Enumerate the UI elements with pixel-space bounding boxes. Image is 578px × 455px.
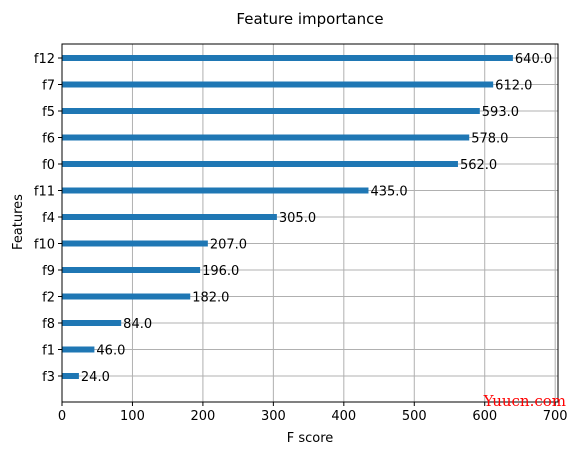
bar-f3 — [62, 373, 79, 379]
bar-value-label: 578.0 — [471, 132, 508, 147]
y-tick-label: f7 — [42, 79, 55, 94]
y-tick-label: f10 — [34, 238, 55, 253]
bar-f6 — [62, 134, 470, 141]
bar-value-label: 305.0 — [279, 211, 316, 226]
bar-value-label: 612.0 — [495, 79, 532, 94]
x-axis-label: F score — [287, 431, 334, 446]
y-tick-label: f11 — [34, 185, 55, 200]
bar-value-label: 207.0 — [210, 238, 247, 253]
bar-f4 — [62, 214, 277, 220]
bar-f8 — [62, 320, 122, 326]
x-tick-label: 700 — [543, 409, 568, 424]
x-tick-label: 200 — [190, 409, 215, 424]
bar-value-labels: 24.0 46.0 84.0 182.0 196.0 207.0 305.0 435.0 562… — [81, 52, 552, 385]
watermark-text: Yuucn.com — [483, 392, 566, 410]
bar-f5 — [62, 108, 480, 114]
bar-value-label: 84.0 — [123, 317, 152, 332]
bar-f11 — [62, 187, 369, 194]
y-tick-label: f5 — [42, 105, 55, 120]
x-tick-label: 500 — [402, 409, 427, 424]
y-tick-label: f2 — [42, 291, 55, 306]
bar-value-label: 562.0 — [460, 158, 497, 173]
x-axis-ticks: 0 100 200 300 400 500 600 700 — [58, 402, 568, 424]
y-axis-label: Features — [11, 194, 26, 250]
bar-value-label: 593.0 — [482, 105, 519, 120]
x-tick-label: 100 — [120, 409, 145, 424]
bar-f2 — [62, 293, 191, 300]
bar-f12 — [62, 55, 513, 61]
bar-value-label: 435.0 — [370, 185, 407, 200]
bar-f9 — [62, 267, 201, 273]
bar-value-label: 46.0 — [96, 344, 125, 359]
plot-frame — [61, 43, 559, 403]
bar-f1 — [62, 346, 95, 353]
y-tick-label: f4 — [42, 211, 55, 226]
bar-value-label: 182.0 — [192, 291, 229, 306]
bar-value-label: 24.0 — [81, 370, 110, 385]
y-tick-label: f3 — [42, 370, 55, 385]
bar-f0 — [62, 161, 458, 167]
chart-title: Feature importance — [236, 10, 383, 28]
y-tick-label: f0 — [42, 158, 55, 173]
x-tick-label: 0 — [58, 409, 66, 424]
y-tick-label: f9 — [42, 264, 55, 279]
y-tick-label: f8 — [42, 317, 55, 332]
bar-value-label: 196.0 — [202, 264, 239, 279]
y-tick-label: f12 — [34, 52, 55, 67]
y-tick-label: f1 — [42, 344, 55, 359]
bar-f10 — [62, 240, 208, 247]
x-tick-label: 400 — [331, 409, 356, 424]
y-tick-label: f6 — [42, 132, 55, 147]
x-tick-label: 600 — [472, 409, 497, 424]
bar-f7 — [62, 81, 494, 88]
y-axis-ticks: f3 f1 f8 f2 f9 f10 f4 f11 f0 f6 f5 f7 f12 — [34, 52, 62, 385]
bars — [62, 55, 513, 379]
bar-value-label: 640.0 — [515, 52, 552, 67]
x-tick-label: 300 — [261, 409, 286, 424]
